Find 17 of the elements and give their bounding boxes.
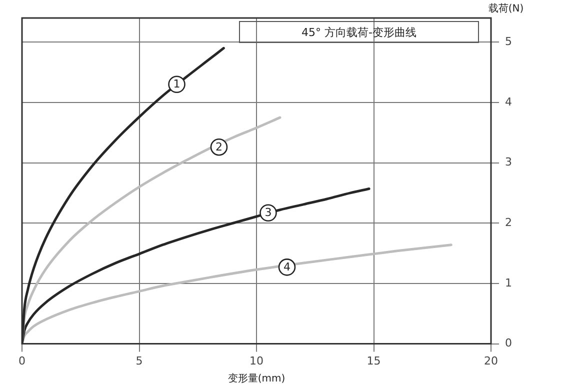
y-tick-label: 4 [505, 95, 512, 108]
y-tick-label: 2 [505, 216, 512, 229]
x-tick-label: 0 [18, 354, 26, 368]
x-tick-label: 10 [250, 354, 264, 368]
x-axis-title: 变形量(mm) [228, 372, 286, 385]
annotation: 1 [173, 78, 180, 91]
x-tick-label: 20 [484, 354, 498, 368]
annotation: 3 [264, 206, 272, 220]
x-tick-label: 15 [366, 354, 381, 368]
y-tick-label: 1 [505, 276, 512, 290]
x-tick-label: 5 [136, 354, 143, 368]
y-tick-label: 3 [505, 156, 512, 169]
y-tick-label: 0 [505, 336, 512, 350]
y-axis-title: 载荷(N) [488, 2, 524, 15]
annotation: 4 [283, 260, 290, 274]
annotation: 2 [215, 140, 222, 154]
y-tick-label: 5 [505, 34, 512, 48]
